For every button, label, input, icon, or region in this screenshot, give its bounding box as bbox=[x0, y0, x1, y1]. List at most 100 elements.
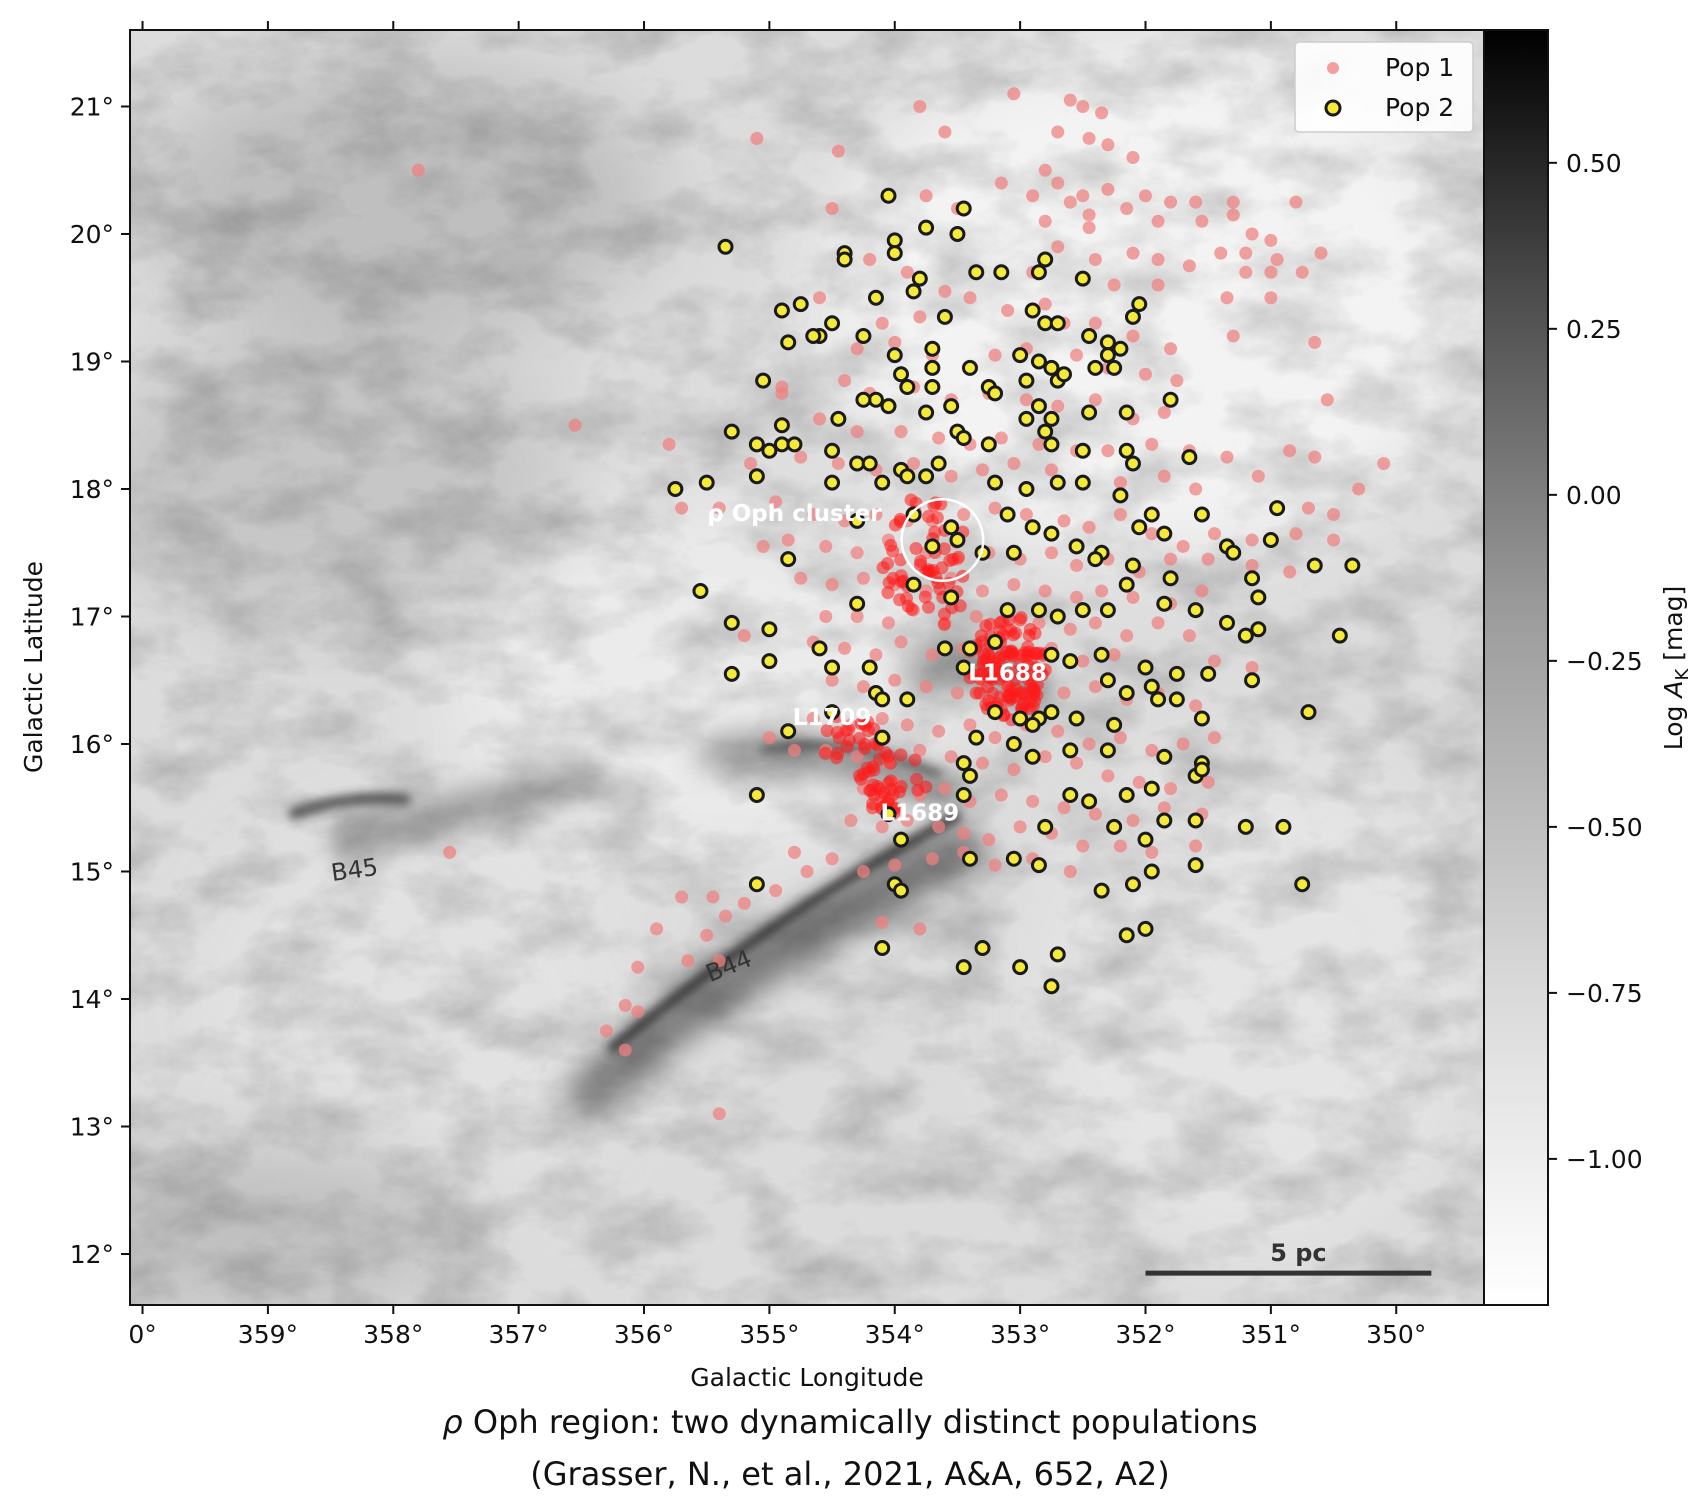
pop1-point bbox=[1044, 546, 1058, 560]
pop1-point bbox=[850, 750, 864, 764]
pop1-point bbox=[1201, 775, 1215, 789]
pop2-point bbox=[1124, 308, 1141, 325]
pop1-point bbox=[1245, 661, 1259, 674]
pop2-point bbox=[955, 959, 972, 976]
pop2-point bbox=[924, 359, 941, 376]
pop2-point bbox=[893, 831, 910, 848]
pop1-point bbox=[1063, 622, 1077, 636]
pop2-point bbox=[1024, 519, 1041, 536]
pop2-point bbox=[918, 404, 935, 421]
pop1-point bbox=[1239, 246, 1253, 260]
pop2-point bbox=[874, 691, 891, 708]
pop1-point bbox=[881, 586, 895, 600]
pop2-point bbox=[1005, 736, 1022, 752]
pop2-point bbox=[1030, 398, 1047, 415]
pop2-point bbox=[987, 474, 1004, 491]
pop1-point bbox=[712, 501, 726, 515]
pop1-point bbox=[914, 554, 928, 568]
pop1-point bbox=[1145, 743, 1159, 757]
colorbar-tick-label: −0.50 bbox=[1566, 813, 1643, 842]
pop2-point bbox=[1099, 742, 1116, 759]
pop1-point bbox=[1377, 457, 1391, 470]
pop2-point bbox=[824, 704, 841, 721]
pop2-point bbox=[999, 506, 1016, 523]
pop2-point bbox=[667, 481, 684, 497]
pop1-point bbox=[1026, 794, 1040, 808]
pop1-point bbox=[866, 778, 880, 792]
pop1-point bbox=[988, 348, 1002, 362]
pop2-point bbox=[1131, 519, 1148, 536]
pop1-point bbox=[882, 792, 896, 806]
pop2-point bbox=[824, 474, 841, 491]
pop1-point bbox=[900, 265, 914, 279]
pop1-point bbox=[819, 539, 833, 553]
pop2-point bbox=[748, 787, 765, 803]
pop2-point bbox=[1156, 748, 1173, 765]
pop1-point bbox=[932, 820, 946, 834]
pop1-point bbox=[938, 125, 952, 139]
pop1-point bbox=[825, 673, 839, 687]
y-tick-label: 17° bbox=[70, 603, 114, 632]
x-tick-label: 356° bbox=[614, 1320, 674, 1349]
pop2-point bbox=[1018, 410, 1035, 427]
pop2-point bbox=[987, 704, 1004, 721]
pop2-point bbox=[1344, 557, 1361, 574]
caption-line-2: (Grasser, N., et al., 2021, A&A, 652, A2… bbox=[0, 1455, 1700, 1493]
pop1-point bbox=[994, 431, 1008, 445]
pop2-point bbox=[867, 289, 884, 306]
pop2-point bbox=[1156, 595, 1173, 612]
pop2-point bbox=[1250, 589, 1267, 606]
pop1-point bbox=[1051, 125, 1065, 139]
pop1-point bbox=[976, 667, 990, 681]
pop1-point bbox=[1189, 482, 1203, 496]
pop2-point bbox=[1187, 602, 1204, 619]
pop2-point bbox=[1106, 818, 1123, 835]
pop2-point bbox=[1300, 704, 1317, 721]
pop1-point bbox=[913, 743, 927, 757]
pop1-point bbox=[913, 310, 927, 324]
legend-marker-pop1 bbox=[1327, 62, 1339, 74]
pop2-point bbox=[874, 940, 891, 956]
pop1-point bbox=[1139, 367, 1152, 381]
pop2-point bbox=[805, 328, 822, 344]
pop1-point bbox=[957, 826, 971, 840]
pop1-point bbox=[928, 525, 942, 539]
pop1-point bbox=[994, 176, 1008, 190]
pop2-point bbox=[1043, 978, 1060, 995]
x-tick-label: 358° bbox=[363, 1320, 423, 1349]
pop1-point bbox=[1070, 756, 1084, 770]
pop2-point bbox=[1250, 621, 1267, 638]
pop2-point bbox=[1074, 474, 1091, 491]
y-tick-label: 18° bbox=[70, 475, 114, 504]
pop1-point bbox=[969, 610, 983, 623]
pop1-point bbox=[1082, 208, 1096, 222]
pop1-point bbox=[800, 865, 814, 878]
region-label: B45 bbox=[329, 853, 379, 887]
pop2-point bbox=[1037, 818, 1054, 835]
pop2-point bbox=[1099, 334, 1116, 351]
pop1-point bbox=[1095, 584, 1109, 598]
pop1-point bbox=[1014, 611, 1028, 625]
pop1-point bbox=[1076, 189, 1090, 203]
pop2-point bbox=[786, 436, 803, 453]
colorbar-title: Log AK [mag] bbox=[1659, 586, 1693, 751]
pop1-point bbox=[932, 724, 946, 738]
pop1-point bbox=[1051, 399, 1065, 413]
pop1-point bbox=[1126, 329, 1140, 343]
x-tick-label: 0° bbox=[128, 1320, 156, 1349]
pop1-point bbox=[1076, 100, 1090, 113]
x-tick-label: 355° bbox=[739, 1320, 799, 1349]
pop1-point bbox=[944, 469, 958, 483]
pop2-point bbox=[1043, 525, 1060, 542]
x-tick-label: 350° bbox=[1366, 1320, 1426, 1349]
pop1-point bbox=[819, 610, 833, 623]
pop1-point bbox=[675, 501, 689, 515]
pop1-point bbox=[1120, 202, 1134, 215]
pop1-point bbox=[1220, 291, 1234, 305]
pop1-point bbox=[886, 544, 900, 558]
pop2-point bbox=[824, 315, 841, 332]
pop2-point bbox=[855, 391, 872, 408]
pop1-point bbox=[907, 457, 921, 470]
pop1-point bbox=[618, 998, 632, 1012]
pop1-point bbox=[1038, 584, 1052, 598]
